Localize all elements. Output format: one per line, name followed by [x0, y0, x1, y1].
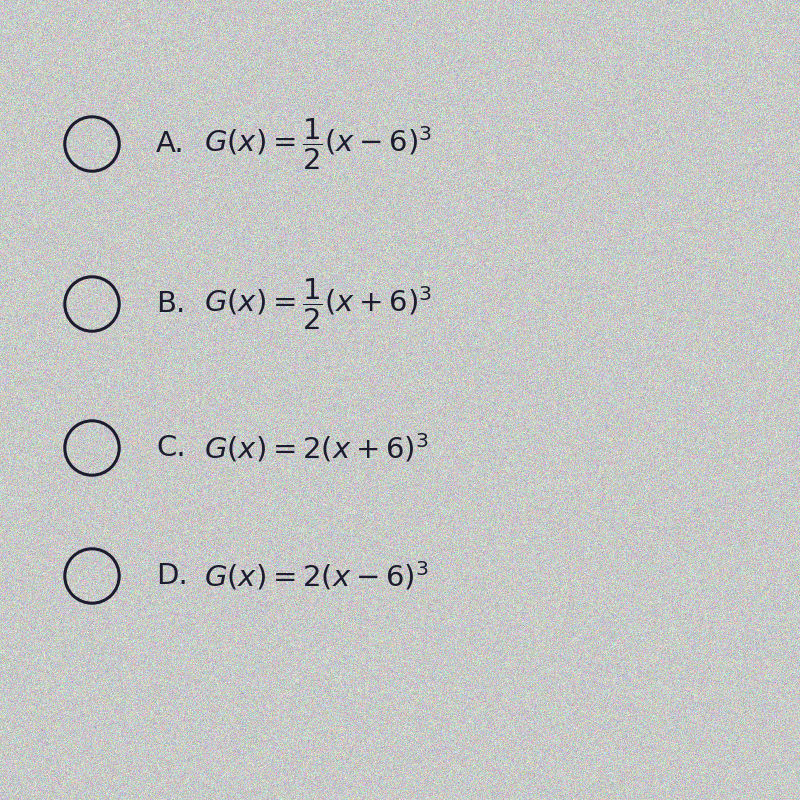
Text: A.: A.: [156, 130, 185, 158]
Text: $G(x) = \dfrac{1}{2}(x+6)^3$: $G(x) = \dfrac{1}{2}(x+6)^3$: [204, 277, 432, 331]
Text: $G(x) = 2(x+6)^3$: $G(x) = 2(x+6)^3$: [204, 431, 429, 465]
Text: B.: B.: [156, 290, 186, 318]
Text: C.: C.: [156, 434, 186, 462]
Text: $G(x) = \dfrac{1}{2}(x-6)^3$: $G(x) = \dfrac{1}{2}(x-6)^3$: [204, 117, 432, 171]
Text: $G(x) = 2(x-6)^3$: $G(x) = 2(x-6)^3$: [204, 559, 429, 593]
Text: D.: D.: [156, 562, 188, 590]
